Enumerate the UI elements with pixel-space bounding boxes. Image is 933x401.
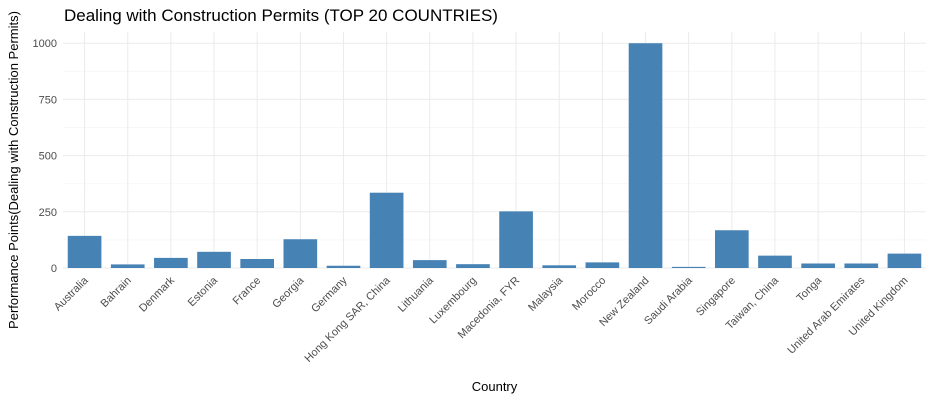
chart-title: Dealing with Construction Permits (TOP 2… [64, 6, 498, 25]
bar [758, 255, 792, 268]
bar [412, 260, 447, 268]
bar [240, 259, 275, 268]
bar [326, 265, 361, 268]
y-tick-label: 0 [51, 263, 57, 275]
x-tick-label: Malaysia [526, 274, 566, 314]
x-tick-label: United Arab Emirates [785, 274, 867, 356]
y-tick-label: 750 [39, 94, 57, 106]
bar [110, 264, 145, 268]
x-tick-label: Denmark [137, 274, 177, 314]
x-tick-label: Germany [309, 274, 350, 315]
x-tick-label: Australia [52, 274, 91, 313]
x-tick-label: Estonia [186, 274, 221, 309]
y-axis-ticks: 0 250 500 750 1000 [33, 38, 57, 275]
bar [499, 211, 533, 268]
y-tick-label: 250 [39, 207, 57, 219]
bar [456, 264, 490, 268]
bar [887, 253, 922, 268]
x-tick-label: Hong Kong SAR, China [303, 274, 394, 365]
bar [585, 262, 620, 268]
bar [714, 230, 749, 268]
grid-lines [63, 32, 926, 269]
x-tick-label: Tonga [795, 274, 825, 304]
bar [844, 263, 879, 268]
x-tick-label: Bahrain [99, 275, 134, 310]
x-axis-ticks: Australia Bahrain Denmark Estonia France Geor… [52, 274, 911, 365]
y-tick-label: 500 [39, 151, 57, 163]
bar [67, 235, 102, 268]
x-tick-label: France [231, 275, 264, 308]
bar [154, 257, 188, 268]
bars [67, 43, 922, 268]
x-tick-label: Lithuania [396, 274, 437, 315]
x-tick-label: Singapore [694, 275, 738, 319]
x-tick-label: Morocco [570, 275, 608, 313]
bar [628, 43, 663, 268]
x-tick-label: Georgia [270, 274, 307, 311]
bar [801, 263, 835, 268]
bar [369, 192, 404, 268]
bar [542, 265, 577, 268]
x-axis-title: Country [472, 379, 518, 394]
y-axis-title: Performance Points(Dealing with Construc… [6, 11, 21, 329]
bar [197, 251, 231, 268]
bar [283, 239, 318, 268]
y-tick-label: 1000 [33, 38, 57, 50]
bar [671, 266, 706, 268]
